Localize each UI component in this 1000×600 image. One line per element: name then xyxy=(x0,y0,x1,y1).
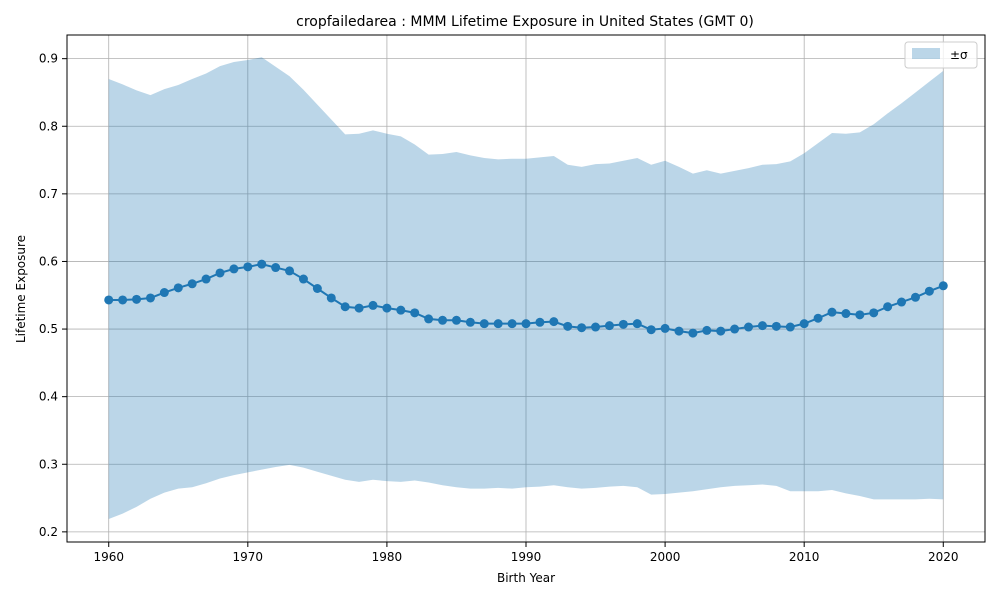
y-tick-label: 0.8 xyxy=(39,119,58,133)
y-tick-label: 0.2 xyxy=(39,525,58,539)
x-axis-ticks: 1960 1970 1980 1990 2000 2010 2020 xyxy=(93,542,959,564)
grid-lines xyxy=(67,35,985,542)
y-tick-label: 0.5 xyxy=(39,322,58,336)
data-point xyxy=(201,274,211,284)
data-point xyxy=(744,322,754,332)
sigma-band xyxy=(108,57,944,520)
x-tick-label: 1970 xyxy=(233,550,264,564)
data-point xyxy=(730,324,740,334)
data-point xyxy=(577,323,587,333)
legend: ±σ xyxy=(904,41,978,69)
data-point xyxy=(771,321,781,331)
data-point xyxy=(145,293,155,303)
data-point xyxy=(827,307,837,317)
data-point xyxy=(924,286,934,296)
data-point xyxy=(312,284,322,293)
legend-swatch-band xyxy=(912,48,940,59)
chart-title: cropfailedarea : MMM Lifetime Exposure i… xyxy=(296,14,754,30)
data-point xyxy=(104,295,114,305)
y-tick-label: 0.7 xyxy=(39,187,58,201)
y-axis-label: Lifetime Exposure xyxy=(14,235,28,343)
data-point xyxy=(646,325,656,335)
data-point xyxy=(159,288,169,298)
data-point xyxy=(465,317,475,327)
x-tick-label: 2020 xyxy=(928,550,959,564)
data-point xyxy=(479,319,489,329)
y-tick-label: 0.4 xyxy=(39,390,58,404)
x-tick-label: 2010 xyxy=(789,550,820,564)
data-point xyxy=(215,268,225,278)
data-point xyxy=(897,297,907,307)
data-point xyxy=(910,292,920,302)
data-point xyxy=(229,264,239,274)
data-point xyxy=(354,303,364,313)
data-point xyxy=(883,302,893,312)
data-point xyxy=(173,283,183,293)
data-point xyxy=(757,321,767,331)
data-point xyxy=(618,319,628,329)
data-point xyxy=(841,309,851,319)
data-point xyxy=(118,295,128,305)
data-point xyxy=(855,310,865,320)
data-point xyxy=(187,279,197,289)
sigma-band-layer xyxy=(108,57,944,520)
data-point xyxy=(869,308,879,318)
legend-box xyxy=(904,41,978,69)
data-point xyxy=(243,262,253,272)
data-point xyxy=(702,325,712,335)
data-point xyxy=(285,266,295,276)
x-tick-label: 1980 xyxy=(372,550,403,564)
data-point xyxy=(368,300,378,310)
data-point xyxy=(410,308,420,318)
data-point xyxy=(507,319,517,329)
data-point xyxy=(271,263,281,273)
data-point xyxy=(632,319,642,329)
data-point xyxy=(424,314,434,324)
data-point xyxy=(716,326,726,336)
y-axis-ticks: 0.2 0.3 0.4 0.5 0.6 0.7 0.8 0.9 xyxy=(39,52,67,539)
data-point xyxy=(535,317,545,327)
y-tick-label: 0.6 xyxy=(39,254,58,268)
data-point xyxy=(549,317,559,327)
data-point xyxy=(493,319,503,329)
x-tick-label: 2000 xyxy=(650,550,681,564)
data-point xyxy=(396,305,406,315)
x-tick-label: 1960 xyxy=(93,550,124,564)
data-points-layer xyxy=(104,259,948,338)
data-point xyxy=(257,259,267,269)
data-point xyxy=(438,315,448,325)
data-point xyxy=(132,294,142,304)
data-point xyxy=(688,328,698,338)
x-tick-label: 1990 xyxy=(511,550,542,564)
legend-label-band: ±σ xyxy=(950,48,968,62)
data-point xyxy=(451,315,461,325)
data-point xyxy=(340,302,350,312)
data-point xyxy=(591,322,601,332)
x-axis-label: Birth Year xyxy=(497,571,555,585)
data-point xyxy=(521,319,531,329)
data-point xyxy=(785,322,795,332)
data-point xyxy=(563,321,573,331)
y-tick-label: 0.3 xyxy=(39,457,58,471)
data-point xyxy=(382,303,392,313)
data-point xyxy=(674,326,684,336)
data-point xyxy=(813,313,823,323)
data-point xyxy=(799,319,809,329)
data-point xyxy=(938,281,948,291)
data-point xyxy=(298,274,308,284)
y-tick-label: 0.9 xyxy=(39,52,58,66)
data-point xyxy=(660,323,670,333)
data-point xyxy=(326,293,336,303)
data-point xyxy=(604,321,614,331)
